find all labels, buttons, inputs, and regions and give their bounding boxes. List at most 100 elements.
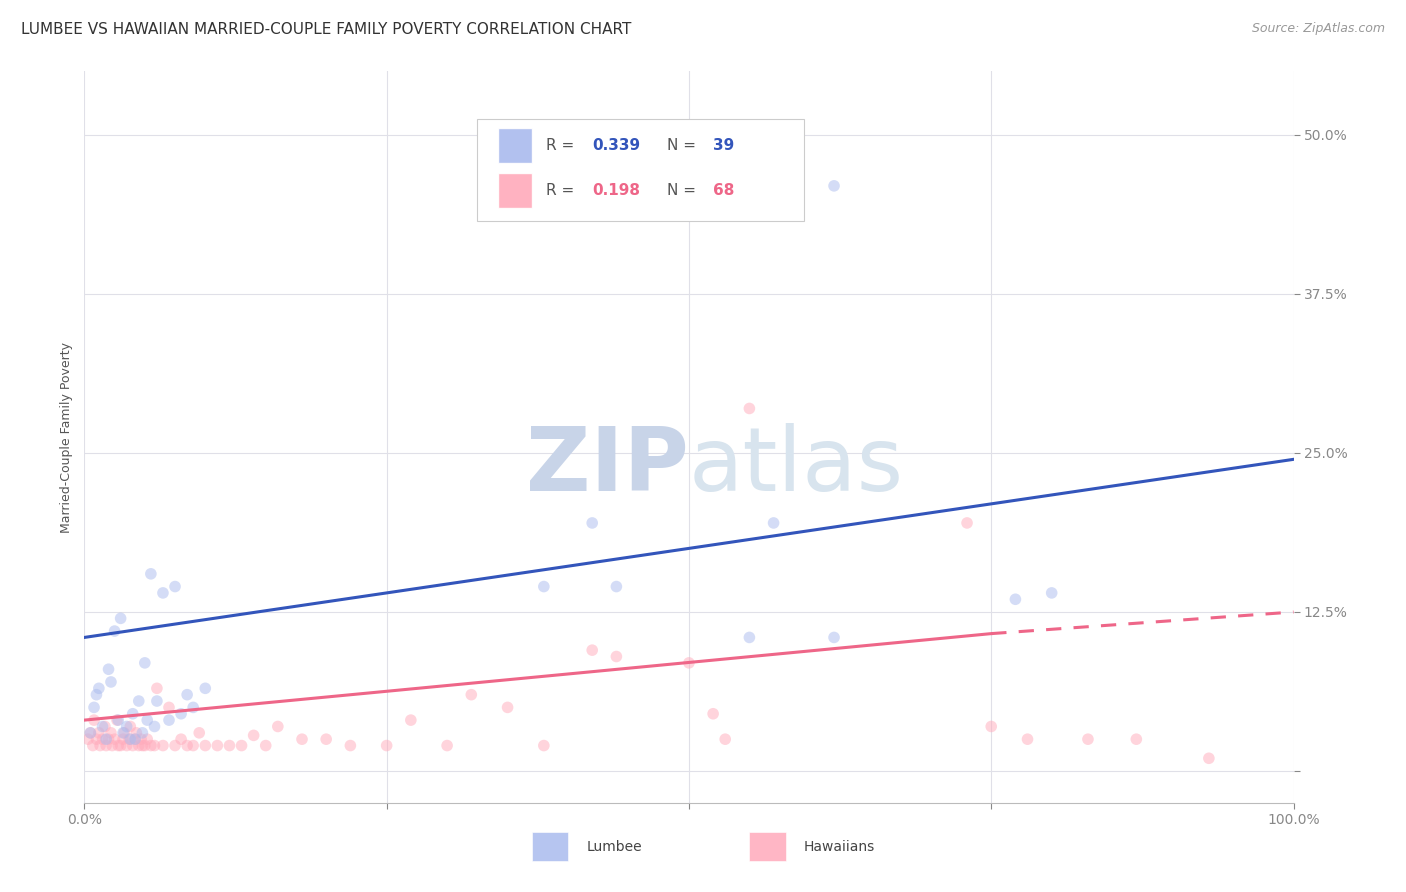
Point (77, 732, 100, 747)
Point (120, 719, 142, 733)
Point (94, 719, 117, 733)
Point (124, 732, 146, 747)
Point (231, 739, 253, 753)
Point (104, 624, 127, 638)
Point (496, 700, 519, 714)
Point (104, 732, 127, 747)
Point (136, 713, 159, 727)
Point (170, 706, 193, 721)
Point (181, 700, 204, 714)
Point (83, 700, 105, 714)
Text: ZIP: ZIP (526, 423, 689, 510)
Text: Lumbee: Lumbee (586, 839, 641, 854)
Point (605, 580, 627, 594)
Point (157, 713, 180, 727)
Point (194, 681, 217, 696)
FancyBboxPatch shape (498, 128, 531, 163)
Point (436, 739, 458, 753)
Point (1125, 732, 1147, 747)
Point (188, 726, 211, 740)
Point (165, 580, 187, 594)
Point (121, 739, 143, 753)
FancyBboxPatch shape (531, 832, 568, 862)
Point (100, 726, 122, 740)
Point (170, 732, 193, 747)
Point (97, 732, 120, 747)
Point (91, 719, 114, 733)
Point (83, 713, 105, 727)
Point (242, 728, 264, 742)
Point (107, 739, 129, 753)
Point (94, 739, 117, 753)
Point (100, 675, 122, 690)
Point (131, 726, 153, 740)
Point (110, 739, 132, 753)
FancyBboxPatch shape (478, 119, 804, 221)
Point (152, 739, 174, 753)
Y-axis label: Married-Couple Family Poverty: Married-Couple Family Poverty (60, 342, 73, 533)
Point (980, 719, 1002, 733)
Point (375, 739, 398, 753)
Point (315, 732, 337, 747)
Point (101, 739, 124, 753)
Point (89, 739, 111, 753)
Point (94, 732, 117, 747)
Point (1004, 592, 1026, 607)
Point (176, 739, 198, 753)
Point (115, 739, 138, 753)
Point (165, 739, 187, 753)
Point (678, 656, 700, 670)
Point (118, 732, 141, 747)
Point (82, 739, 104, 753)
Point (267, 719, 290, 733)
Point (121, 706, 143, 721)
Point (146, 681, 169, 696)
Point (207, 739, 229, 753)
Text: 0.198: 0.198 (592, 183, 640, 198)
Point (125, 726, 148, 740)
Point (702, 706, 724, 721)
Point (143, 739, 166, 753)
Point (146, 694, 169, 708)
Point (399, 713, 422, 727)
Point (194, 739, 217, 753)
Point (581, 643, 603, 657)
Point (533, 739, 555, 753)
Point (823, 178, 845, 193)
Point (291, 732, 314, 747)
Text: 68: 68 (713, 183, 734, 198)
Point (738, 401, 761, 416)
Point (339, 739, 361, 753)
Point (86, 688, 108, 702)
Point (128, 739, 150, 753)
Point (105, 713, 128, 727)
Text: N =: N = (668, 183, 702, 198)
Point (91, 732, 114, 747)
Point (157, 700, 180, 714)
FancyBboxPatch shape (498, 173, 531, 208)
Point (1198, 751, 1220, 765)
Point (533, 580, 555, 594)
Point (143, 719, 166, 733)
Point (762, 516, 785, 530)
Point (181, 739, 204, 753)
Point (128, 694, 150, 708)
Point (956, 516, 979, 530)
Point (152, 586, 174, 600)
Text: LUMBEE VS HAWAIIAN MARRIED-COUPLE FAMILY POVERTY CORRELATION CHART: LUMBEE VS HAWAIIAN MARRIED-COUPLE FAMILY… (21, 22, 631, 37)
Point (176, 688, 198, 702)
Point (139, 566, 162, 581)
Point (139, 739, 162, 753)
Point (581, 516, 603, 530)
Point (86, 732, 108, 747)
Point (87, 726, 110, 740)
FancyBboxPatch shape (749, 832, 786, 862)
Point (134, 656, 156, 670)
Point (115, 719, 138, 733)
Point (738, 631, 761, 645)
Text: 0.339: 0.339 (592, 138, 640, 153)
Point (87, 681, 110, 696)
Point (112, 726, 135, 740)
Text: R =: R = (547, 183, 579, 198)
Point (218, 739, 240, 753)
